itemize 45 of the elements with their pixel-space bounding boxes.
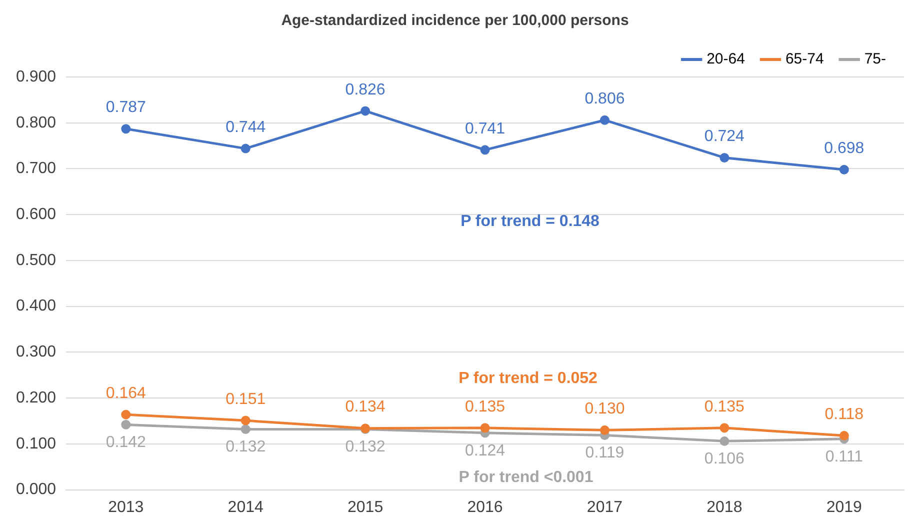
data-label: 0.164 — [106, 384, 146, 402]
x-tick-label: 2019 — [826, 498, 862, 516]
x-tick-label: 2018 — [706, 498, 742, 516]
data-label: 0.142 — [106, 434, 146, 452]
data-label: 0.111 — [825, 448, 864, 466]
data-label: 0.806 — [584, 90, 625, 108]
data-label: 0.119 — [585, 444, 624, 462]
data-label: 0.724 — [704, 128, 745, 146]
data-label: 0.106 — [704, 450, 745, 468]
annotation: P for trend = 0.148 — [460, 212, 600, 230]
data-label: 0.135 — [464, 398, 506, 416]
y-tick-label: 0.900 — [16, 68, 56, 86]
y-tick-label: 0.300 — [16, 344, 56, 361]
data-label: 0.151 — [226, 390, 266, 408]
annotation: P for trend = 0.052 — [458, 370, 598, 387]
y-tick-label: 0.800 — [16, 114, 56, 132]
data-label: 0.134 — [345, 398, 386, 416]
y-tick-label: 0.100 — [16, 435, 56, 452]
y-tick-label: 0.200 — [16, 389, 56, 406]
y-tick-label: 0.700 — [16, 160, 56, 178]
chart-title: Age-standardized incidence per 100,000 persons — [281, 12, 629, 30]
x-tick-label: 2016 — [467, 498, 503, 516]
x-tick-label: 2013 — [108, 498, 144, 516]
data-label: 0.135 — [704, 398, 745, 416]
data-label: 0.741 — [464, 120, 506, 138]
x-tick-label: 2015 — [348, 498, 384, 516]
x-tick-label: 2014 — [228, 498, 264, 516]
data-label: 0.124 — [464, 442, 506, 460]
y-tick-label: 0.600 — [16, 206, 56, 224]
data-label: 0.132 — [345, 438, 386, 456]
legend-label: 20-64 — [706, 50, 745, 68]
data-label: 0.698 — [824, 140, 864, 158]
y-tick-label: 0.000 — [16, 481, 56, 498]
data-label: 0.826 — [345, 81, 386, 98]
data-label: 0.132 — [226, 438, 266, 456]
annotation: P for trend <0.001 — [458, 468, 594, 486]
y-tick-label: 0.400 — [16, 298, 56, 315]
data-label: 0.118 — [824, 406, 864, 424]
data-label: 0.744 — [226, 118, 266, 136]
data-label: 0.130 — [584, 400, 625, 418]
legend-label: 75- — [864, 50, 886, 68]
y-tick-label: 0.500 — [16, 252, 56, 269]
data-label: 0.787 — [106, 99, 146, 116]
x-tick-label: 2017 — [586, 498, 623, 516]
legend-label: 65-74 — [785, 50, 824, 68]
